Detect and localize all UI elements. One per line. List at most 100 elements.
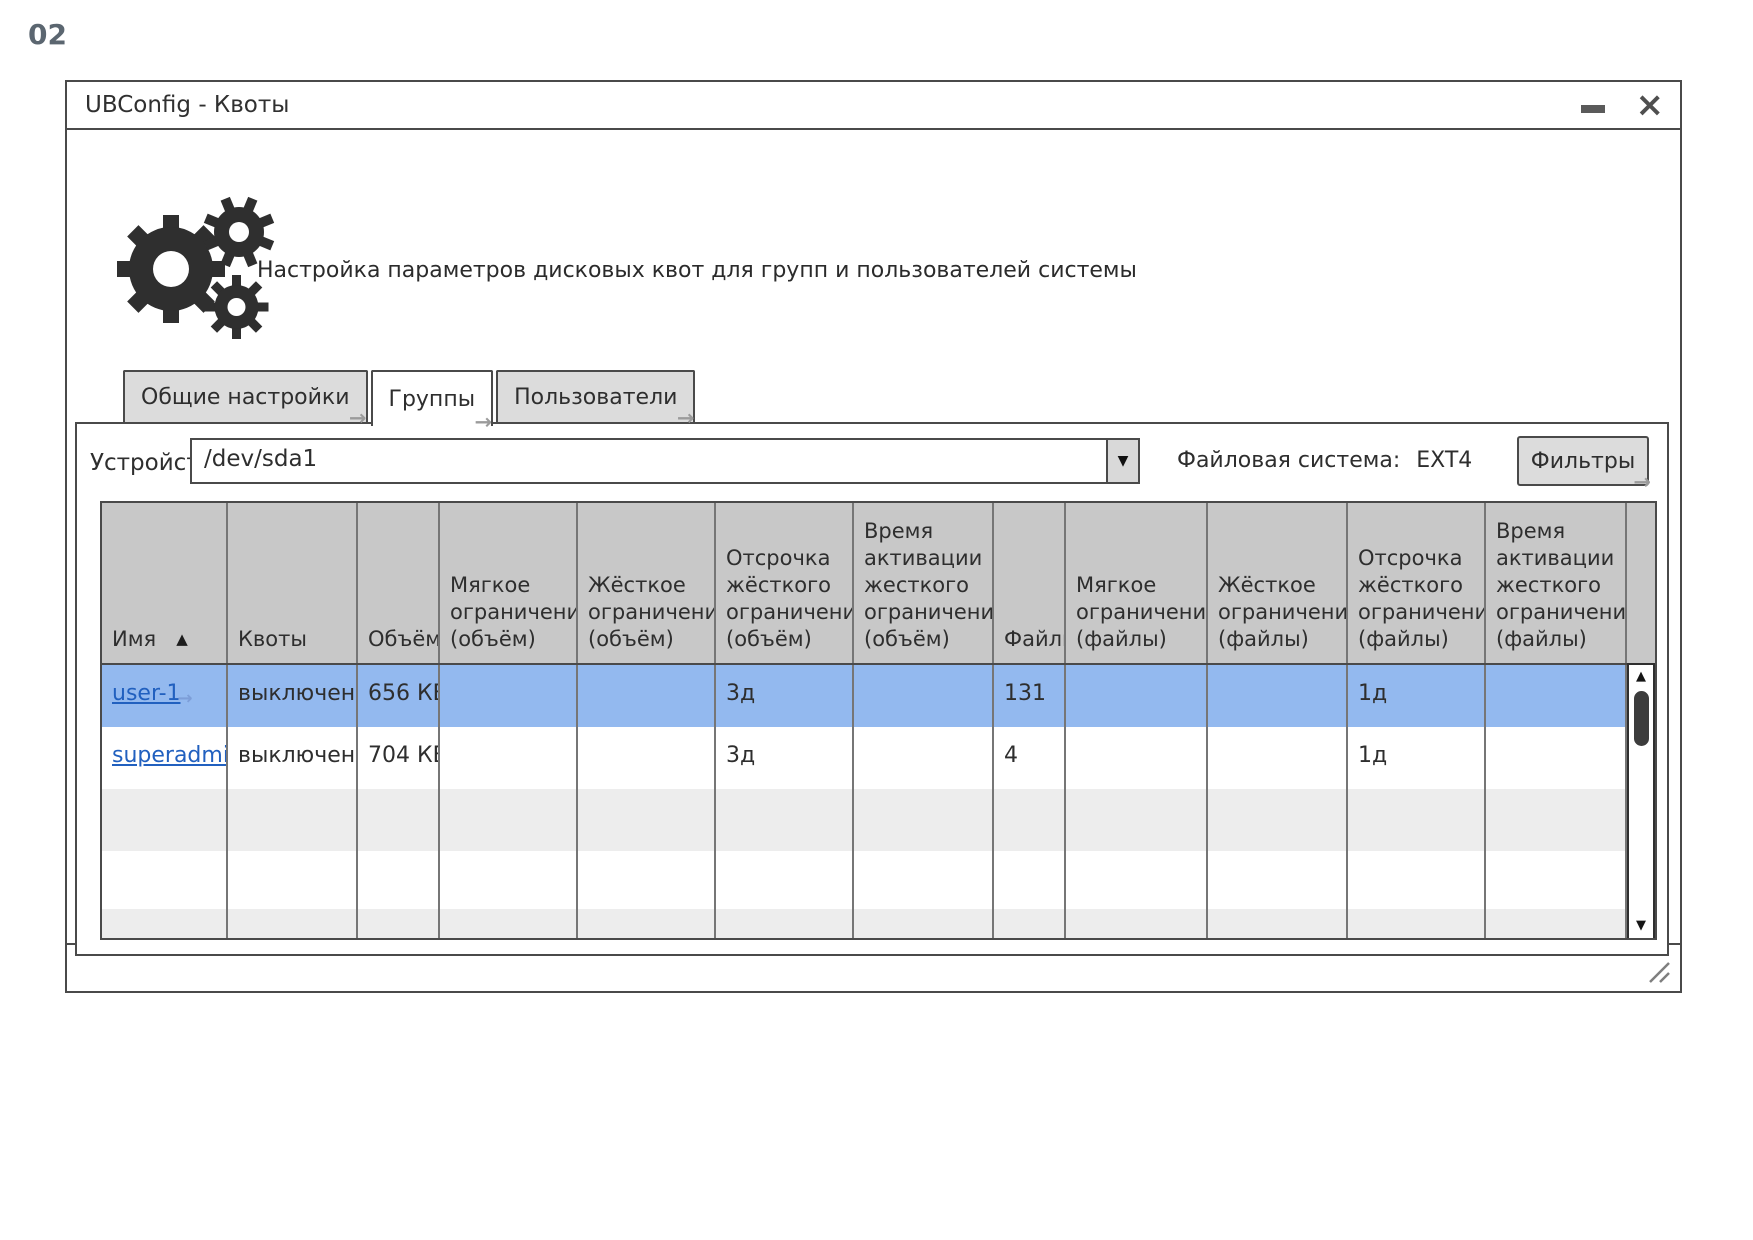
cell — [578, 665, 716, 727]
header-filler — [1627, 503, 1655, 663]
filters-button[interactable]: Фильтры → — [1517, 436, 1651, 494]
dropdown-button[interactable]: ▼ — [1106, 440, 1138, 482]
cell — [1066, 851, 1208, 909]
cell — [1066, 909, 1208, 938]
cell — [1208, 909, 1348, 938]
table-row-empty[interactable] — [102, 909, 1655, 938]
column-header[interactable]: Время активации жесткого ограничения (об… — [854, 503, 994, 663]
column-label: Файлы — [1004, 627, 1064, 651]
cell — [102, 909, 228, 938]
scroll-down-icon[interactable]: ▼ — [1636, 918, 1646, 933]
minimize-icon — [1580, 105, 1605, 113]
gear-small — [204, 275, 269, 339]
cell — [578, 909, 716, 938]
column-header[interactable]: Квоты — [228, 503, 358, 663]
resize-grip-icon[interactable] — [1646, 959, 1672, 985]
column-label: Мягкое ограничение (файлы) — [1076, 573, 1208, 651]
cell — [716, 789, 854, 851]
cell — [440, 727, 578, 789]
window-title: UBConfig - Квоты — [85, 92, 290, 118]
column-label: Имя — [112, 627, 157, 651]
table-row-empty[interactable] — [102, 851, 1655, 909]
cell — [1486, 789, 1627, 851]
scrollbar-thumb[interactable] — [1633, 691, 1649, 746]
cell — [854, 665, 994, 727]
column-header[interactable]: Жёсткое ограничение (файлы) — [1208, 503, 1348, 663]
cell — [1208, 851, 1348, 909]
link-arrow-icon: → — [1633, 470, 1651, 494]
cell — [716, 909, 854, 938]
cell-name: user-1→ — [102, 665, 228, 727]
figure-label: 02 — [28, 18, 67, 51]
row-link-user-1[interactable]: user-1 — [112, 681, 181, 706]
cell: 3д — [716, 665, 854, 727]
window-titlebar[interactable]: UBConfig - Квоты × — [67, 82, 1680, 130]
column-header[interactable]: Файлы — [994, 503, 1066, 663]
tab-label: Общие настройки — [141, 384, 350, 410]
window-controls: × — [1580, 85, 1665, 125]
vertical-scrollbar[interactable]: ▲ ▼ — [1627, 663, 1655, 938]
column-header[interactable]: Мягкое ограничение (файлы) — [1066, 503, 1208, 663]
cell: 1д — [1348, 665, 1486, 727]
column-header[interactable]: Объём — [358, 503, 440, 663]
ubconfig-window: UBConfig - Квоты × — [65, 80, 1682, 993]
cell — [440, 665, 578, 727]
column-label: Жёсткое ограничение (файлы) — [1218, 573, 1348, 651]
scroll-up-icon[interactable]: ▲ — [1636, 669, 1646, 684]
tab-groups[interactable]: Группы → — [370, 370, 494, 434]
cell — [358, 851, 440, 909]
close-button[interactable]: × — [1635, 85, 1665, 125]
cell: 4 — [994, 727, 1066, 789]
filesystem-caption: Файловая система: — [1177, 448, 1401, 473]
link-arrow-icon: → — [348, 406, 367, 430]
column-label: Мягкое ограничение (объём) — [450, 573, 576, 651]
cell — [1066, 727, 1208, 789]
tab-label: Группы — [388, 386, 476, 412]
column-header[interactable]: Отсрочка жёсткого ограничения (объём) — [716, 503, 854, 663]
table-header-row: Имя ▲ Квоты Объём Мягкое ограничение (объём)… — [102, 503, 1655, 665]
column-header[interactable]: Мягкое ограничение (объём) — [440, 503, 578, 663]
cell — [1486, 909, 1627, 938]
cell — [1486, 665, 1627, 727]
cell — [1486, 851, 1627, 909]
cell: 704 КБ — [358, 727, 440, 789]
cell — [1348, 789, 1486, 851]
row-link-superadmin[interactable]: superadmin — [112, 743, 226, 768]
gear-medium — [203, 196, 275, 268]
cell: 1д — [1348, 727, 1486, 789]
device-value: /dev/sda1 — [204, 446, 318, 472]
link-arrow-icon: → — [474, 410, 493, 434]
cell: 3д — [716, 727, 854, 789]
column-header[interactable]: Имя ▲ — [102, 503, 228, 663]
cell — [854, 851, 994, 909]
gears-icon — [117, 196, 275, 339]
link-arrow-icon: → — [177, 688, 193, 709]
tab-panel: Устройство: /dev/sda1 ▼ Файловая система… — [75, 422, 1669, 956]
device-combobox[interactable]: /dev/sda1 ▼ — [190, 438, 1140, 484]
cell — [854, 909, 994, 938]
tab-label: Пользователи — [514, 384, 678, 410]
table-row-superadmin[interactable]: superadminвыключены704 КБ 3д 4 1д — [102, 727, 1655, 789]
column-label: Объём — [368, 627, 440, 651]
cell-name: superadmin — [102, 727, 228, 789]
column-header[interactable]: Жёсткое ограничение (объём) — [578, 503, 716, 663]
minimize-button[interactable] — [1580, 92, 1606, 118]
tab-general-settings[interactable]: Общие настройки → — [123, 370, 368, 430]
column-label: Отсрочка жёсткого ограничения (файлы) — [1358, 546, 1484, 651]
cell — [1486, 727, 1627, 789]
column-header[interactable]: Отсрочка жёсткого ограничения (файлы) — [1348, 503, 1486, 663]
cell — [1208, 789, 1348, 851]
column-header[interactable]: Время активации жесткого ограничения (фа… — [1486, 503, 1627, 663]
table-row-empty[interactable] — [102, 789, 1655, 851]
cell — [1208, 665, 1348, 727]
tab-bar: Общие настройки → Группы → Пользователи … — [123, 370, 698, 434]
column-label: Жёсткое ограничение (объём) — [588, 573, 714, 651]
tab-users[interactable]: Пользователи → — [496, 370, 696, 430]
cell — [228, 851, 358, 909]
filters-button-label: Фильтры — [1530, 448, 1636, 474]
cell — [716, 851, 854, 909]
cell — [994, 789, 1066, 851]
cell — [228, 909, 358, 938]
